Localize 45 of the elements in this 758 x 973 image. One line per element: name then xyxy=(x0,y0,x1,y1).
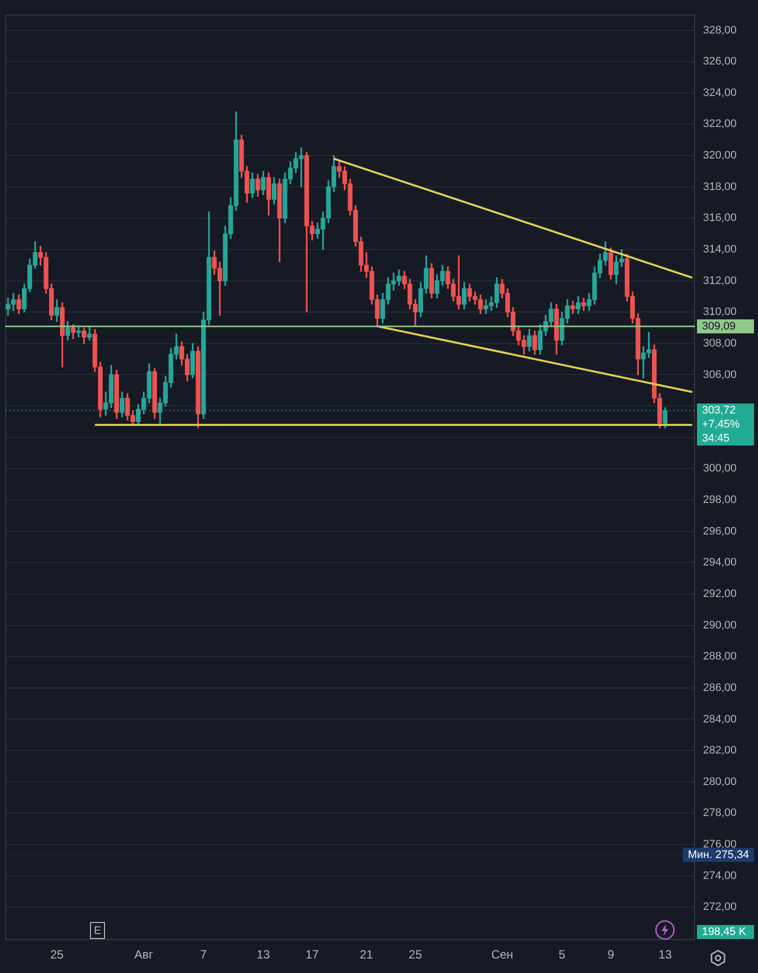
x-tick-label: 25 xyxy=(408,948,422,962)
y-tick-label: 288,00 xyxy=(703,650,737,663)
y-tick-label: 318,00 xyxy=(703,180,737,193)
y-tick-label: 310,00 xyxy=(703,306,737,318)
annotation: E xyxy=(94,925,102,938)
text: 198,45 K xyxy=(702,926,747,938)
ref-line-label: 309,09 xyxy=(702,320,736,332)
y-tick-label: 322,00 xyxy=(703,118,737,130)
y-tick-label: 316,00 xyxy=(703,212,737,224)
x-tick-label: Авг xyxy=(134,948,154,962)
y-tick-label: 300,00 xyxy=(703,462,737,475)
y-tick-label: 278,00 xyxy=(703,807,737,820)
y-tick-label: 314,00 xyxy=(703,244,737,256)
y-tick-label: 296,00 xyxy=(703,525,737,538)
y-tick-label: 294,00 xyxy=(703,556,737,569)
x-tick-label: 5 xyxy=(558,948,566,962)
x-tick-label: 25 xyxy=(50,948,64,962)
y-tick-label: 282,00 xyxy=(703,744,737,757)
y-tick-label: 290,00 xyxy=(703,619,737,632)
x-tick-label: 17 xyxy=(305,948,320,962)
y-tick-label: 320,00 xyxy=(703,150,737,162)
y-tick-label: 312,00 xyxy=(703,274,737,287)
y-tick-label: 324,00 xyxy=(703,86,737,99)
y-tick-label: 298,00 xyxy=(703,494,737,506)
ref-line-label: Мин. 275,34 xyxy=(688,848,749,861)
y-tick-label: 328,00 xyxy=(703,24,737,36)
text: 34:45 xyxy=(702,432,730,444)
text: +7,45% xyxy=(702,418,740,430)
x-tick-label: Сен xyxy=(491,948,514,962)
y-tick-label: 286,00 xyxy=(703,682,737,694)
y-tick-label: 274,00 xyxy=(703,870,737,882)
y-tick-label: 326,00 xyxy=(703,56,737,68)
y-tick-label: 284,00 xyxy=(703,713,737,726)
x-tick-label: 13 xyxy=(658,948,672,962)
ref-line-label: 303,72 xyxy=(702,404,736,416)
x-tick-label: 7 xyxy=(200,948,208,962)
y-tick-label: 292,00 xyxy=(703,588,737,600)
y-tick-label: 308,00 xyxy=(703,337,737,350)
x-tick-label: 9 xyxy=(607,948,614,962)
y-tick-label: 306,00 xyxy=(703,368,737,381)
y-tick-label: 276,00 xyxy=(703,838,737,851)
x-tick-label: 13 xyxy=(256,948,270,962)
x-tick-label: 21 xyxy=(360,948,374,962)
y-tick-label: 280,00 xyxy=(703,776,737,788)
y-tick-label: 272,00 xyxy=(703,901,737,914)
